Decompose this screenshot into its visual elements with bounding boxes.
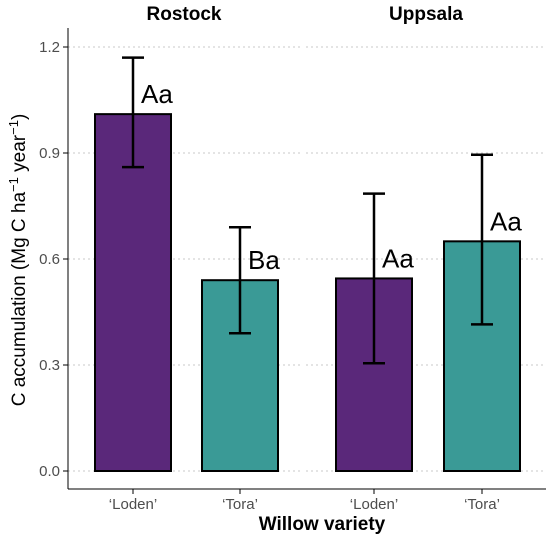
panel-uppsala: Uppsala Aa ‘Loden’ Aa ‘Tora’: [306, 4, 546, 513]
panel-title: Uppsala: [389, 4, 463, 25]
y-axis: 0.0 0.3 0.6 0.9 1.2: [39, 28, 69, 489]
y-tick-label: 0.6: [39, 251, 60, 268]
y-tick-label: 0.9: [39, 145, 60, 162]
y-tick-label: 1.2: [39, 39, 60, 56]
significance-label: Aa: [490, 206, 522, 236]
x-axis-title: Willow variety: [259, 514, 386, 535]
y-axis-title: C accumulation (Mg C ha−1 year−1): [6, 114, 31, 407]
bar: [94, 113, 172, 472]
significance-label: Aa: [141, 79, 173, 109]
y-tick-label: 0.0: [39, 463, 60, 480]
x-tick-label: ‘Loden’: [109, 496, 157, 513]
panel-title: Rostock: [147, 4, 222, 25]
x-tick-label: ‘Tora’: [464, 496, 500, 513]
panels-layer: Rostock Aa ‘Loden’ Ba ‘Tora’ Uppsala Aa ‘Loden’…: [68, 4, 546, 513]
y-tick-label: 0.3: [39, 357, 60, 374]
x-tick-label: ‘Loden’: [350, 496, 398, 513]
significance-label: Ba: [248, 245, 280, 275]
significance-label: Aa: [382, 243, 414, 273]
x-tick-label: ‘Tora’: [222, 496, 258, 513]
panel-rostock: Rostock Aa ‘Loden’ Ba ‘Tora’: [68, 4, 300, 513]
